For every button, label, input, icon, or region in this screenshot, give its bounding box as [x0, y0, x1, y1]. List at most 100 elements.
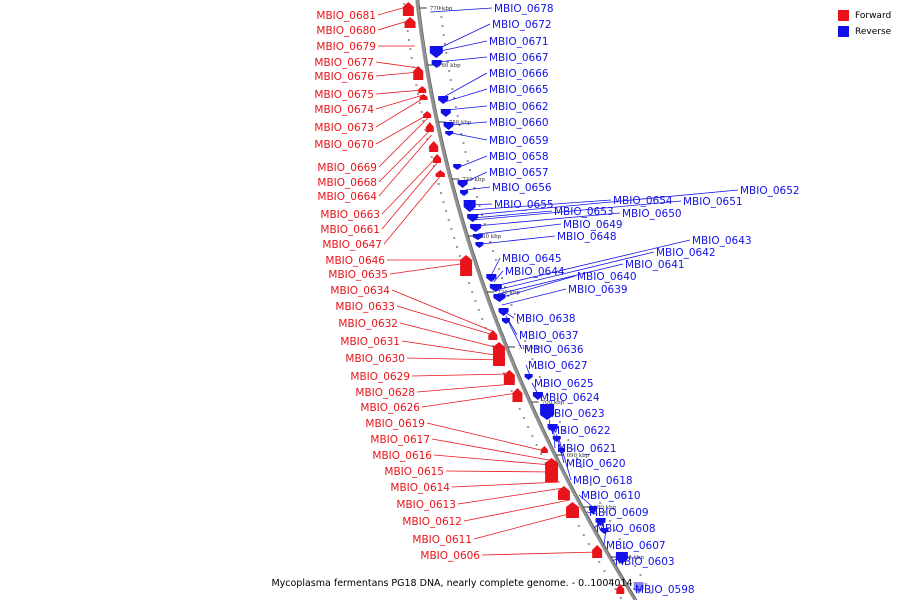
scale-tick-label: 710 kbp [518, 345, 541, 351]
reverse-gene-label: MBIO_0625 [534, 378, 594, 390]
reverse-leader-line [555, 433, 565, 464]
forward-leader-line [411, 373, 510, 377]
reverse-gene-label: MBIO_0656 [492, 182, 552, 194]
reverse-gene-label: MBIO_0662 [489, 101, 549, 113]
forward-gene-label: MBIO_0617 [370, 434, 430, 446]
reverse-gene-label: MBIO_0621 [557, 443, 617, 455]
forward-leader-line [481, 551, 599, 556]
reverse-gene-block [443, 122, 454, 130]
forward-gene-block [404, 17, 416, 28]
reverse-gene-block [472, 234, 483, 240]
reverse-leader-line [586, 511, 598, 515]
reverse-leader-line [542, 409, 546, 414]
forward-gene-label: MBIO_0613 [396, 499, 456, 511]
reverse-gene-label: MBIO_0652 [740, 185, 800, 197]
forward-gene-block [435, 170, 445, 177]
reverse-leader-line [472, 189, 739, 216]
scale-tick-label: 740 kbp [462, 177, 485, 183]
forward-gene-block [460, 255, 473, 276]
forward-gene-label: MBIO_0664 [317, 191, 377, 203]
forward-gene-label: MBIO_0614 [390, 482, 450, 494]
forward-gene-block [592, 545, 603, 558]
forward-leader-line [457, 487, 564, 505]
forward-leader-line [396, 305, 494, 336]
reverse-gene-label: MBIO_0618 [573, 475, 633, 487]
reverse-leader-line [481, 235, 556, 245]
forward-gene-block [566, 502, 579, 518]
forward-leader-line [463, 499, 570, 522]
forward-gene-block [545, 458, 559, 482]
reverse-leader-line [496, 251, 655, 291]
reverse-gene-label: MBIO_0644 [505, 266, 565, 278]
forward-gene-block [425, 122, 434, 132]
reverse-gene-label: MBIO_0609 [589, 507, 649, 519]
legend-label-reverse: Reverse [855, 26, 892, 37]
forward-leader-line [421, 392, 518, 408]
forward-gene-block [492, 342, 505, 366]
reverse-leader-line [507, 319, 523, 350]
reverse-gene-block [475, 242, 484, 248]
forward-gene-label: MBIO_0612 [402, 516, 462, 528]
reverse-gene-label: MBIO_0678 [494, 3, 554, 15]
forward-gene-label: MBIO_0626 [360, 402, 420, 414]
forward-gene-label: MBIO_0611 [412, 534, 472, 546]
reverse-gene-block [489, 284, 502, 292]
forward-leader-line [433, 454, 552, 466]
forward-gene-label: MBIO_0670 [314, 139, 374, 151]
reverse-gene-block [615, 552, 628, 564]
forward-gene-label: MBIO_0634 [330, 285, 390, 297]
reverse-gene-label: MBIO_0610 [581, 490, 641, 502]
forward-gene-label: MBIO_0647 [322, 239, 382, 251]
reverse-gene-label: MBIO_0649 [563, 219, 623, 231]
reverse-leader-line [435, 40, 488, 53]
reverse-leader-line [444, 88, 488, 103]
reverse-gene-block [440, 109, 451, 117]
reverse-gene-block [438, 96, 449, 104]
reverse-leader-line [435, 23, 491, 51]
reverse-swatch-icon [838, 26, 849, 37]
forward-gene-label: MBIO_0606 [420, 550, 480, 562]
forward-leader-line [377, 5, 410, 16]
reverse-leader-line [493, 270, 504, 283]
forward-leader-line [381, 156, 438, 215]
scale-tick-label: 680 kbp [593, 505, 616, 511]
reverse-gene-label: MBIO_0655 [494, 199, 554, 211]
reverse-gene-label: MBIO_0636 [524, 344, 584, 356]
forward-gene-label: MBIO_0619 [365, 418, 425, 430]
forward-gene-label: MBIO_0646 [325, 255, 385, 267]
forward-leader-line [378, 134, 432, 197]
forward-gene-block [419, 94, 428, 100]
legend: Forward Reverse [838, 8, 900, 40]
genome-caption-text: Mycoplasma fermentans PG18 DNA, nearly c… [271, 578, 633, 589]
reverse-gene-label: MBIO_0640 [577, 271, 637, 283]
genome-caption: Mycoplasma fermentans PG18 DNA, nearly c… [0, 578, 900, 589]
forward-leader-line [473, 511, 577, 540]
reverse-leader-line [504, 311, 515, 319]
reverse-leader-line [505, 315, 518, 336]
reverse-gene-label: MBIO_0650 [622, 208, 682, 220]
reverse-leader-line [475, 212, 621, 227]
reverse-leader-line [446, 105, 488, 111]
reverse-leader-line [490, 257, 501, 276]
forward-gene-label: MBIO_0679 [316, 41, 376, 53]
reverse-leader-line [459, 155, 488, 168]
reverse-gene-label: MBIO_0660 [489, 117, 549, 129]
reverse-gene-block [470, 224, 482, 232]
forward-leader-line [406, 357, 504, 361]
reverse-leader-line [603, 529, 607, 546]
forward-gene-block [512, 388, 523, 402]
forward-leader-line [399, 322, 499, 349]
forward-gene-label: MBIO_0675 [314, 89, 374, 101]
reverse-gene-label: MBIO_0657 [489, 167, 549, 179]
reverse-gene-label: MBIO_0659 [489, 135, 549, 147]
scale-tick-label: 690 kbp [567, 453, 590, 459]
reverse-gene-block [633, 582, 644, 594]
scale-tick-label: 760 kbp [438, 63, 461, 69]
reverse-gene-block [595, 518, 606, 526]
reverse-leader-line [437, 56, 488, 63]
reverse-leader-line [593, 521, 602, 529]
reverse-leader-line [525, 364, 531, 377]
forward-gene-label: MBIO_0635 [328, 269, 388, 281]
reverse-gene-block [457, 180, 468, 188]
forward-leader-line [375, 97, 425, 128]
